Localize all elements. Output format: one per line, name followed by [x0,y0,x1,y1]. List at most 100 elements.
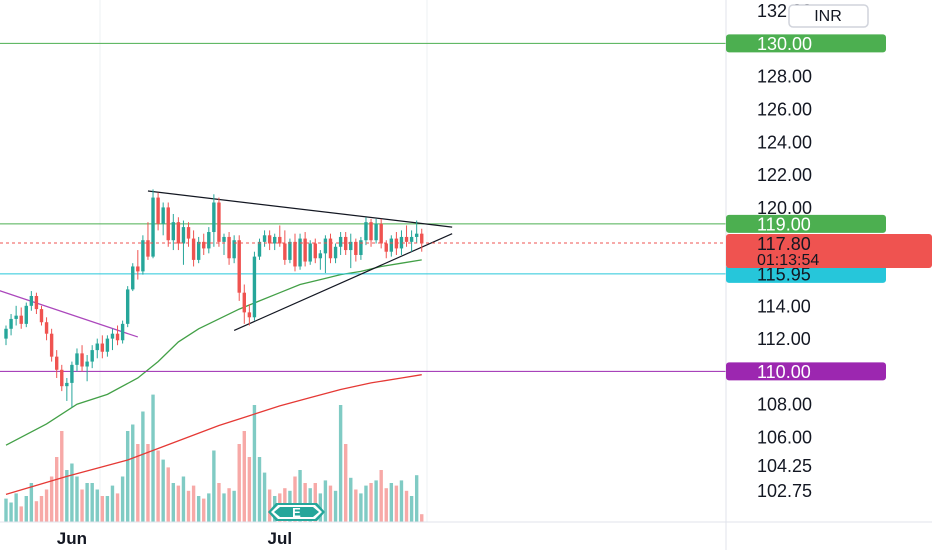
volume-bar [399,480,404,522]
price-level-badge [726,362,886,381]
volume-bar [39,496,44,522]
candle-body [146,240,150,257]
candle-body [9,318,13,329]
candle-body [49,333,54,357]
volume-bar [237,444,241,522]
price-level-badges: 130.00 119.00 115.95 110.00 [726,34,886,382]
volume-bar [181,476,186,522]
earnings-marker-label: E [292,505,301,520]
candle-body [80,353,84,367]
candle-body [14,315,18,319]
candle-body [409,236,414,242]
candle-body [420,233,424,244]
price-level-badge [726,214,886,233]
time-tick-label: Jul [267,529,292,548]
volume-bar [70,463,74,522]
candle-body [338,236,343,247]
candle-body [120,323,125,341]
candle-body [34,295,39,310]
volume-bar [166,467,170,522]
candle-body [262,235,267,242]
volume-bar [60,431,64,522]
currency-label: INR [814,8,842,25]
volume-bar [409,496,414,522]
volume-bar [146,444,150,522]
volume-bar [95,489,99,522]
slow-moving-average [5,374,422,496]
candle-body [227,236,231,259]
volume-bar [136,444,140,522]
volume-bar [349,477,353,522]
trend-line[interactable] [233,233,453,331]
volume-bar [232,490,236,522]
volume-bar [369,483,373,522]
volume-bar [85,483,89,522]
price-level-label: 110.00 [757,362,811,382]
candle-body [328,238,333,259]
candle-body [257,241,262,257]
volume-bar [247,457,252,522]
price-tick-label: 104.25 [757,456,812,476]
candle-body [19,315,23,324]
current-price-value: 117.80 [757,234,811,254]
candle-body [404,236,409,242]
candle-body [75,353,79,365]
candle-body [95,343,99,351]
candle-body [232,240,236,259]
candle-body [166,207,170,241]
candle-body [308,243,312,262]
volume-bar [186,490,191,522]
price-level-badge [726,264,886,283]
volume-bar [196,496,201,522]
candle-body [252,256,257,318]
volume-bar [252,405,257,522]
candle-body [131,266,135,290]
candle-body [105,338,110,352]
candle-body [278,236,282,244]
volume-bar [120,476,125,522]
volume-bar [404,490,409,522]
volume-bar [161,459,165,522]
volume-bar [55,457,59,522]
candle-body [298,238,302,267]
volume-bars [4,394,424,522]
currency-button[interactable]: INR [788,4,869,28]
trend-line[interactable] [147,190,453,228]
volume-bar [242,431,246,522]
price-tick-label: 124.00 [757,132,812,152]
price-tick-label: 120.00 [757,198,812,218]
volume-bar [151,394,155,522]
candle-body [217,202,221,242]
candle-body [389,238,394,252]
price-level-label: 115.95 [757,264,811,284]
candle-body [29,295,34,306]
candle-body [181,227,186,244]
candle-body [100,343,105,352]
earnings-marker[interactable]: E [268,503,325,521]
volume-bar [338,405,343,522]
candle-body [110,333,115,339]
candle-body [136,266,140,272]
candle-body [379,223,383,244]
fast-moving-average [5,259,422,446]
candle-body [359,240,363,255]
volume-bar [141,411,145,522]
current-price-badge: 117.80 01:13:54 [726,234,932,269]
volume-bar [394,485,399,522]
candle-body [318,253,323,259]
volume-bar [323,480,328,522]
candle-body [90,350,94,362]
trend-line[interactable] [0,289,139,338]
candle-body [207,232,211,249]
volume-bar [176,485,181,522]
volume-bar [374,480,378,522]
candle-body [115,333,120,341]
candle-body [384,243,388,252]
volume-bar [75,476,79,522]
candle-body [176,222,181,244]
volume-bar [217,483,221,522]
volume-bar [171,483,176,522]
volume-bar [80,489,84,522]
volume-bar [420,514,424,522]
